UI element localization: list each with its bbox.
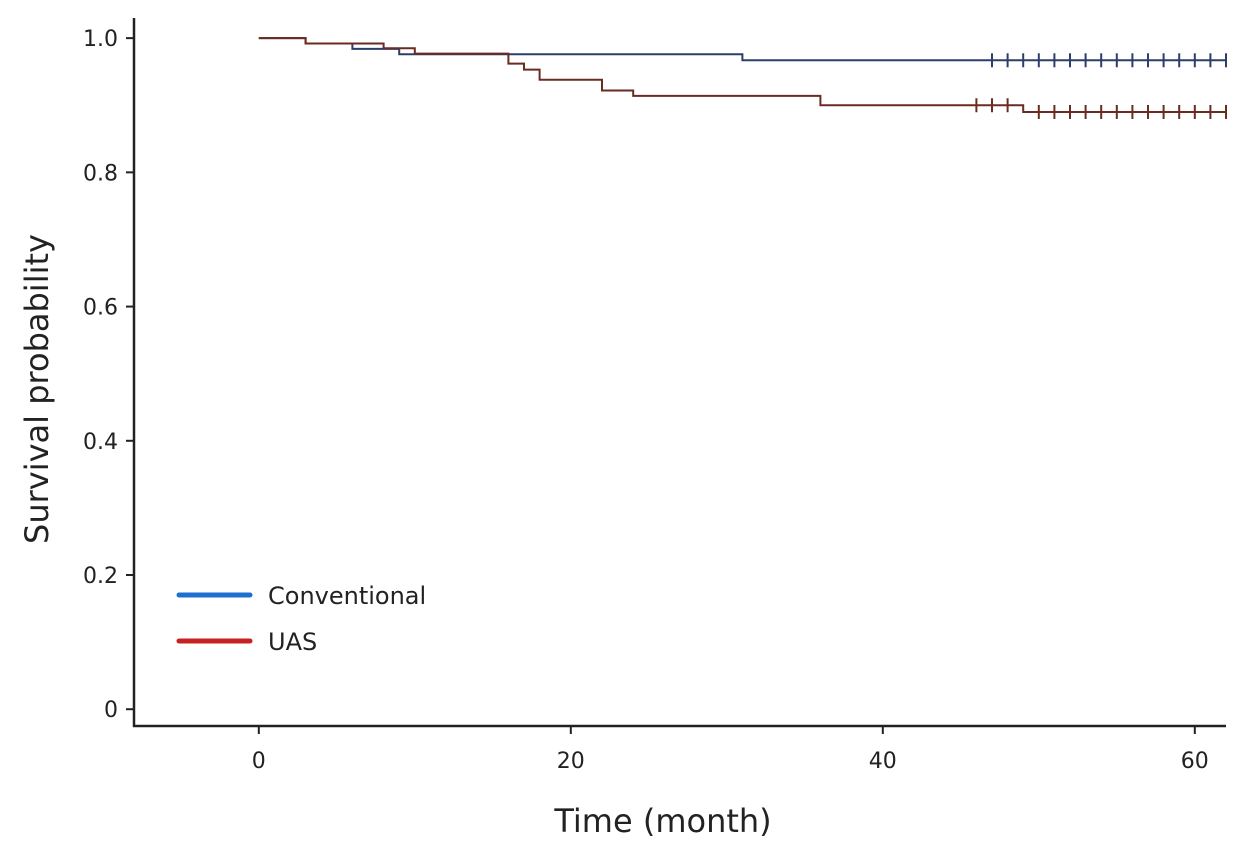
y-tick-label: 0.4 [83,430,118,455]
y-tick-label: 1.0 [83,27,118,52]
y-tick-label: 0.6 [83,296,118,321]
y-axis-title: Survival probability [18,234,56,544]
y-axis-ticks: 0 0.2 0.4 0.6 0.8 1.0 [83,27,134,723]
survival-curve-conventional [258,37,1226,62]
censor-marks [975,53,1227,119]
y-tick-label: 0 [104,698,118,723]
legend-label-conventional: Conventional [268,582,426,610]
legend-label-uas: UAS [268,628,317,656]
plot-area [258,37,1227,119]
x-tick-label: 60 [1181,749,1209,774]
y-tick-label: 0.8 [83,161,118,186]
x-axis-title: Time (month) [553,802,771,840]
x-tick-label: 0 [252,749,266,774]
y-tick-label: 0.2 [83,564,118,589]
legend: Conventional UAS [176,582,426,656]
survival-curve-uas [258,37,1226,113]
x-axis-ticks: 0 20 40 60 [252,726,1209,774]
x-tick-label: 20 [557,749,585,774]
survival-curves [258,37,1226,113]
x-tick-label: 40 [869,749,897,774]
